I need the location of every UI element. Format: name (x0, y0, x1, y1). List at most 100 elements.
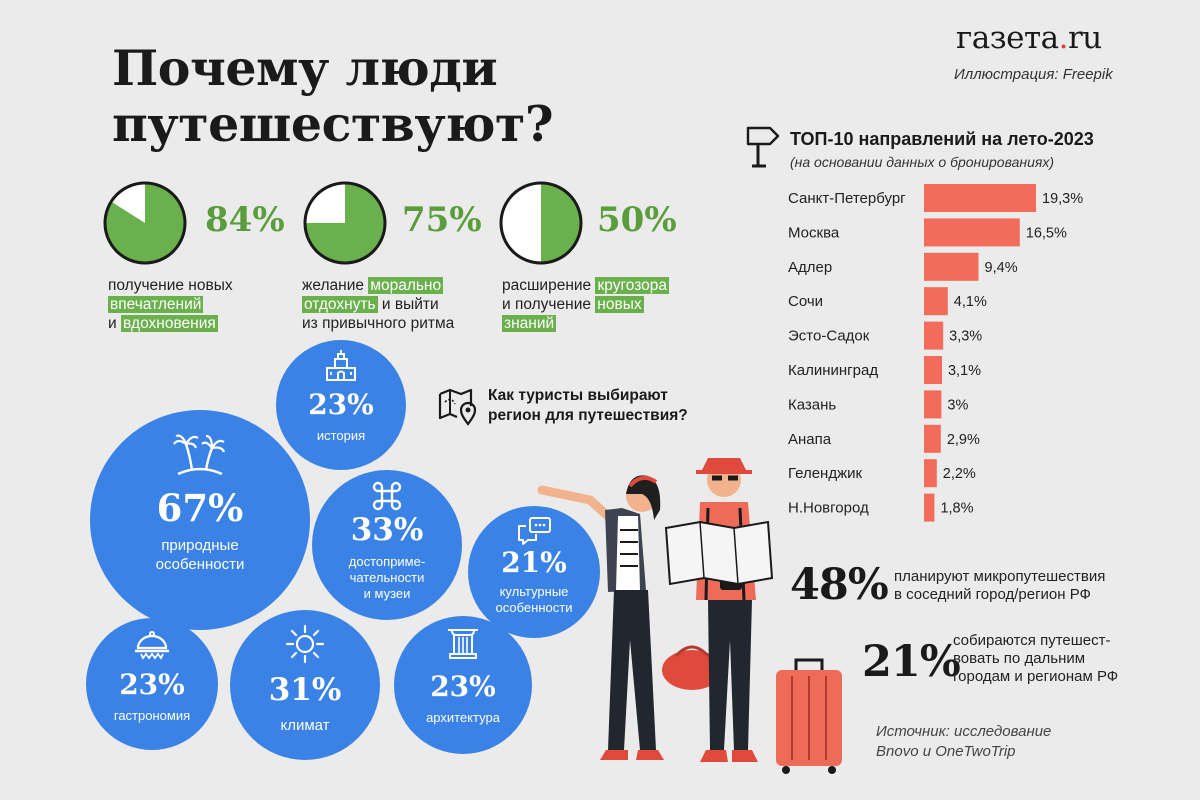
bubble-climate: 31% климат (230, 610, 380, 760)
pie-outline (303, 181, 387, 265)
signpost-icon (746, 126, 780, 168)
bar (924, 390, 942, 419)
pie-outline (103, 181, 187, 265)
command-icon (372, 481, 402, 511)
map (664, 520, 774, 586)
reason-highlight: кругозора (595, 277, 670, 294)
reason-text-part: расширение (502, 277, 596, 294)
bubble-sights: 33% достоприме- чательности и музеи (312, 470, 462, 620)
bar (924, 287, 948, 316)
bar (924, 321, 944, 350)
reason-text-part: и (108, 315, 121, 332)
top10-subheading: (на основании данных о бронированиях) (790, 154, 1054, 170)
bubble-architecture: 23% архитектура (394, 616, 532, 754)
page-title: Почему люди путешествуют? (112, 39, 554, 153)
reason-text-part: и получение (502, 296, 596, 313)
bar-value-label: 16,5% (1026, 225, 1067, 241)
sun-icon (285, 624, 325, 664)
logo-tail: ru (1067, 20, 1102, 56)
bar-category-label: Эсто-Садок (788, 328, 870, 345)
bar-category-label: Сочи (788, 293, 823, 310)
logo-dot: . (1058, 20, 1069, 56)
bubble-nature: 67% природные особенности (90, 410, 310, 630)
bubble-label: культурные особенности (495, 584, 573, 615)
bubble-label: достоприме- чательности и музеи (348, 554, 426, 601)
bar-value-label: 3% (947, 397, 968, 413)
reason-line: получение новых (108, 277, 233, 294)
bar (924, 493, 935, 522)
castle-icon (326, 350, 356, 381)
bar (924, 184, 1036, 212)
bubble-gastronomy: 23% гастрономия (86, 618, 218, 750)
bar (924, 218, 1020, 247)
reason-text-part: и выйти (377, 296, 439, 313)
pie-slice (541, 183, 581, 263)
bar-category-label: Санкт-Петербург (788, 190, 906, 207)
bar-value-label: 2,9% (947, 432, 980, 448)
site-logo[interactable]: газета.ru (956, 20, 1102, 56)
reason-pie-3 (499, 181, 583, 265)
suitcase (776, 658, 842, 774)
bar (924, 424, 941, 453)
reason-highlight: новых (595, 296, 644, 313)
region-question: Как туристы выбирают регион для путешест… (488, 387, 688, 424)
reason-highlight: впечатлений (108, 296, 204, 313)
stat-48-value: 48% (790, 560, 889, 610)
bar-category-label: Н.Новгород (788, 500, 869, 517)
top10-heading: ТОП-10 направлений на лето-2023 (790, 129, 1094, 149)
bar-category-label: Геленджик (788, 465, 863, 482)
pie-slice (305, 183, 385, 263)
reason-highlight: знаний (502, 315, 557, 332)
bubble-label: архитектура (426, 710, 500, 725)
bar-value-label: 3,3% (949, 329, 982, 345)
bar-category-label: Казань (788, 396, 836, 413)
pie-outline (499, 181, 583, 265)
illustration-credit: Иллюстрация: Freepik (954, 66, 1113, 83)
reason-pie-2 (303, 181, 387, 265)
bar-category-label: Калининград (788, 362, 878, 379)
reason-percent-3: 50% (597, 200, 677, 240)
bar-category-label: Анапа (788, 431, 832, 448)
bubble-percent: 33% (350, 512, 424, 548)
bubble-percent: 23% (119, 668, 185, 701)
bubble-percent: 23% (430, 670, 496, 703)
bar-value-label: 2,2% (943, 466, 976, 482)
bar-value-label: 9,4% (985, 260, 1018, 276)
bubble-history: 23% история (276, 340, 406, 470)
map-pin-icon (438, 388, 477, 426)
bar-value-label: 4,1% (954, 294, 987, 310)
stat-21-text: собираются путешест- вовать по дальним г… (953, 632, 1119, 685)
reason-highlight: морально (368, 277, 444, 294)
bar-value-label: 1,8% (940, 501, 973, 517)
logo-main: газета (956, 20, 1059, 56)
bubble-label: климат (280, 717, 330, 734)
reason-highlight: вдохновения (120, 315, 218, 332)
reason-text-3: расширение кругозора и получение новых з… (502, 276, 670, 333)
stat-48-text: планируют микропутешествия в соседний го… (894, 568, 1106, 603)
bar-category-label: Москва (788, 224, 840, 241)
travelers-illustration (537, 458, 842, 774)
stat-21-value: 21% (862, 637, 961, 687)
bar-value-label: 3,1% (948, 363, 981, 379)
reason-percent-2: 75% (402, 200, 482, 240)
cloche-icon (135, 631, 169, 660)
bar (924, 252, 979, 281)
bar-category-label: Адлер (788, 259, 832, 276)
chat-icon (518, 517, 551, 545)
bubble-percent: 31% (268, 672, 342, 708)
bubble-percent: 23% (308, 388, 374, 421)
reason-percent-1: 84% (205, 200, 285, 240)
source-note: Источник: исследование Bnovo и OneTwoTri… (876, 723, 1052, 760)
pie-slice (105, 183, 186, 263)
bubble-label: природные особенности (155, 537, 245, 573)
bar (924, 356, 942, 384)
reason-text-1: получение новых впечатлений и вдохновени… (108, 276, 233, 333)
bubble-label: история (316, 428, 366, 443)
bar (924, 459, 937, 488)
bubble-percent: 21% (501, 546, 567, 579)
reason-text-part: желание (302, 277, 369, 294)
reason-line: из привычного ритма (302, 315, 455, 332)
reason-highlight: отдохнуть (302, 296, 378, 313)
reason-pie-1 (103, 181, 187, 265)
